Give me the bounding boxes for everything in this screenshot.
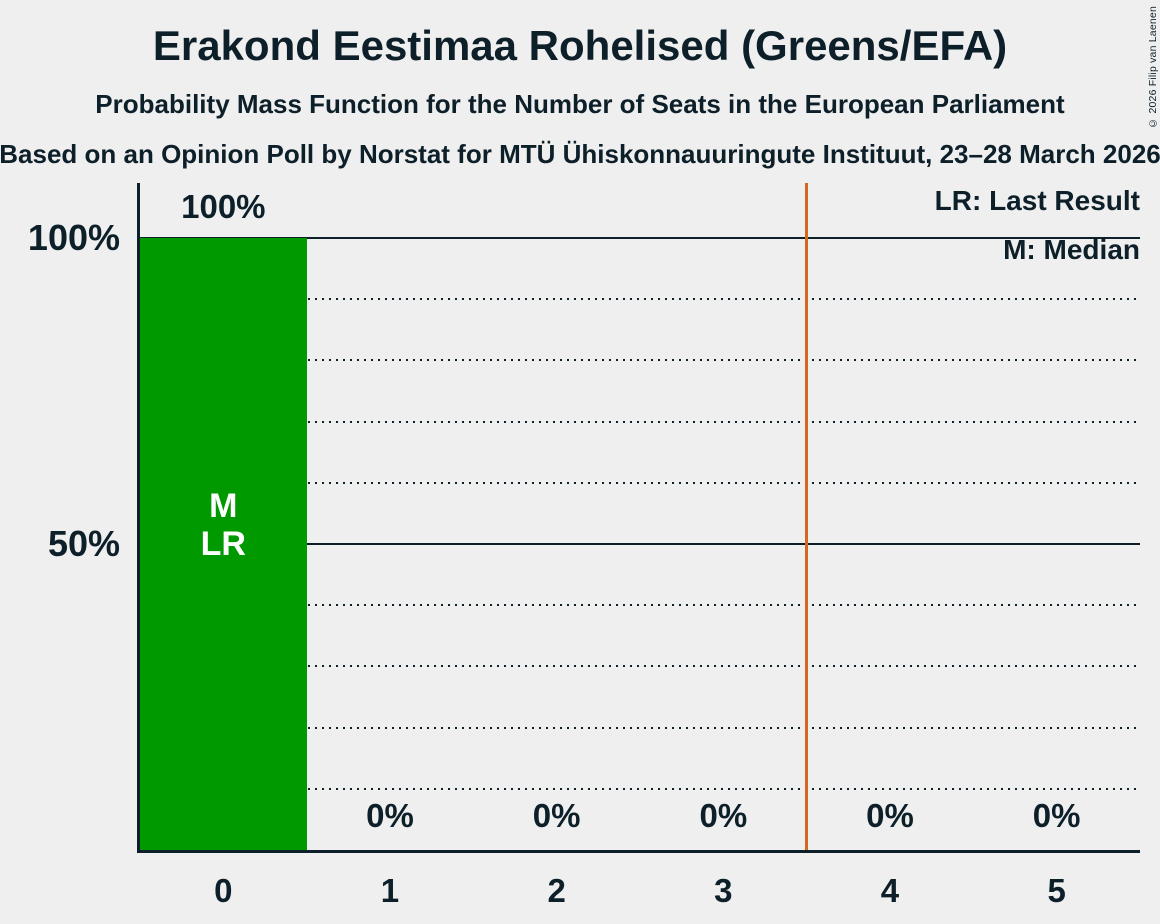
bar-value-label-2: 0% [532, 797, 581, 834]
chart-source-line: Based on an Opinion Poll by Norstat for … [0, 139, 1160, 169]
x-tick-label-3: 3 [714, 872, 733, 909]
gridline-dotted-20 [140, 726, 1140, 729]
median-marker-label: M [209, 487, 238, 525]
legend-last-result: LR: Last Result [934, 185, 1140, 216]
gridline-dotted-70 [140, 420, 1140, 423]
x-tick-label-0: 0 [214, 872, 233, 909]
gridline-dotted-90 [140, 298, 1140, 301]
chart-title: Erakond Eestimaa Rohelised (Greens/EFA) [152, 22, 1008, 69]
last-result-marker-label: LR [200, 525, 246, 563]
x-tick-label-5: 5 [1047, 872, 1066, 909]
legend-median: M: Median [1003, 234, 1140, 265]
x-tick-label-4: 4 [880, 872, 900, 909]
gridline-dotted-10 [140, 787, 1140, 790]
bar-value-label-0: 100% [181, 188, 266, 225]
bar-value-label-4: 0% [866, 797, 914, 834]
x-tick-label-2: 2 [547, 872, 566, 909]
bar-value-label-3: 0% [699, 797, 748, 834]
chart-subtitle: Probability Mass Function for the Number… [95, 89, 1065, 119]
bar-0 [140, 238, 307, 850]
y-tick-label-100: 100% [27, 217, 120, 258]
x-tick-label-1: 1 [380, 872, 400, 909]
gridline-dotted-60 [140, 481, 1140, 484]
bar-value-label-1: 0% [366, 797, 414, 834]
gridline-solid-100 [140, 237, 1140, 239]
y-axis-line [137, 183, 140, 853]
vertical-marker-line [805, 183, 809, 850]
x-axis-line [137, 850, 1140, 853]
gridline-solid-50 [140, 543, 1140, 545]
gridline-dotted-30 [140, 665, 1140, 668]
bar-value-label-5: 0% [1032, 797, 1081, 834]
gridline-dotted-80 [140, 359, 1140, 362]
y-tick-label-50: 50% [47, 523, 120, 564]
gridline-dotted-40 [140, 604, 1140, 607]
